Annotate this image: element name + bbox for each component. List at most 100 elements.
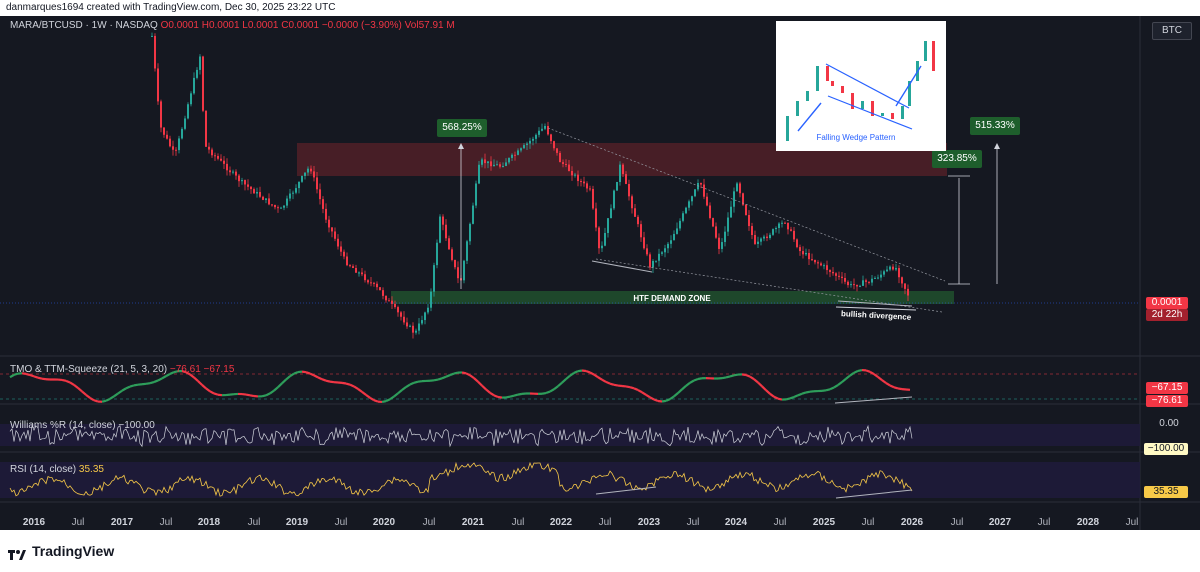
tmo-segment	[145, 382, 151, 385]
candle-body	[334, 231, 336, 239]
divergence-line-price-2	[837, 300, 913, 307]
candle-body	[421, 320, 423, 324]
candle-body	[799, 247, 801, 252]
tmo-segment	[569, 372, 575, 377]
footer: TradingView	[0, 530, 1200, 572]
tmo-segment	[461, 371, 467, 375]
candle-body	[526, 143, 528, 146]
tmo-segment	[301, 370, 307, 374]
chart-canvas[interactable]: HTF DEMAND ZONE bullish divergence 2016 Jul…	[0, 16, 1200, 530]
tmo-segment	[341, 381, 347, 385]
candle-body	[493, 164, 495, 167]
tmo-segment	[589, 371, 595, 376]
tmo-segment	[833, 384, 839, 389]
tmo-segment	[29, 373, 35, 378]
candle-body	[511, 154, 513, 158]
candle-body	[877, 277, 879, 279]
tmo-series	[9, 368, 911, 404]
inset-candle	[901, 106, 904, 119]
tmo-segment	[113, 392, 119, 398]
candle-body	[763, 236, 765, 239]
candle-body	[478, 164, 480, 184]
tmo-segment	[853, 369, 859, 374]
candle-body	[244, 180, 246, 185]
candle-body	[331, 227, 333, 232]
tmo-segment	[649, 396, 655, 401]
tmo-segment	[209, 390, 215, 395]
tmo-segment	[185, 371, 191, 376]
symbol-button[interactable]: BTC	[1152, 22, 1192, 40]
candle-body	[670, 240, 672, 244]
tmo-segment	[873, 373, 879, 378]
candle-body	[823, 265, 825, 267]
tmo-segment	[601, 378, 607, 383]
candle-body	[364, 274, 366, 281]
candle-body	[853, 284, 855, 286]
candle-body	[859, 285, 861, 287]
tmo-segment	[321, 378, 327, 382]
inset-wedge-upper	[825, 63, 910, 109]
candle-body	[643, 237, 645, 249]
candle-body	[469, 223, 471, 242]
tmo-segment	[489, 391, 495, 397]
candle-body	[712, 218, 714, 227]
candle-body	[673, 233, 675, 241]
tmo-segment	[361, 390, 367, 396]
main-legend: MARA/BTCUSD · 1W · NASDAQ O0.0001 H0.000…	[10, 20, 455, 31]
tmo-segment	[765, 389, 771, 395]
candle-body	[703, 184, 705, 197]
inset-arrow-left	[797, 102, 822, 132]
candle-body	[583, 181, 585, 184]
candle-body	[436, 242, 438, 266]
candle-body	[664, 248, 666, 253]
time-axis-label: 2024	[725, 517, 748, 528]
tmo-segment	[453, 371, 459, 375]
tmo-segment	[697, 377, 703, 381]
inset-candle	[796, 101, 799, 116]
time-axis-label: Jul	[1038, 517, 1051, 528]
tmo-segment	[653, 398, 659, 403]
candle-body	[268, 198, 270, 205]
tmo-segment	[9, 373, 15, 379]
tmo-segment	[449, 372, 455, 377]
candle-body	[640, 224, 642, 238]
tradingview-logo[interactable]: TradingView	[8, 543, 115, 561]
candle-body	[604, 232, 606, 246]
candle-body	[568, 164, 570, 172]
tmo-segment	[825, 388, 831, 392]
candle-body	[481, 159, 483, 165]
rsi-tag: 35.35	[1144, 486, 1188, 498]
inset-candle	[861, 101, 864, 109]
candle-body	[217, 155, 219, 159]
tmo-segment	[473, 377, 479, 383]
candle-body	[727, 217, 729, 232]
tmo-segment	[385, 398, 391, 403]
tmo-segment	[797, 392, 803, 397]
tmo-segment	[877, 376, 883, 381]
tmo-segment	[25, 372, 31, 377]
williams-label: Williams %R (14, close)	[10, 420, 116, 431]
candle-body	[808, 252, 810, 260]
tmo-segment	[841, 377, 847, 383]
candle-body	[388, 300, 390, 302]
inset-candle	[924, 41, 927, 61]
tmo-segment	[469, 374, 475, 380]
tmo-segment	[849, 371, 855, 377]
candle-body	[502, 165, 504, 167]
candle-body	[739, 183, 741, 194]
inset-candle	[891, 113, 894, 119]
tradingview-brand: TradingView	[32, 543, 115, 559]
chart-area[interactable]: HTF DEMAND ZONE bullish divergence 2016 Jul…	[0, 16, 1200, 530]
tmo-segment	[685, 381, 691, 387]
candle-body	[187, 104, 189, 119]
candle-body	[553, 141, 555, 149]
candle-body	[613, 190, 615, 209]
candle-body	[439, 216, 441, 243]
tmo-segment	[77, 387, 83, 393]
candle-body	[355, 267, 357, 273]
tmo-segment	[357, 388, 363, 393]
candle-body	[529, 140, 531, 144]
candle-body	[736, 183, 738, 192]
candle-body	[226, 163, 228, 171]
candle-body	[622, 164, 624, 175]
